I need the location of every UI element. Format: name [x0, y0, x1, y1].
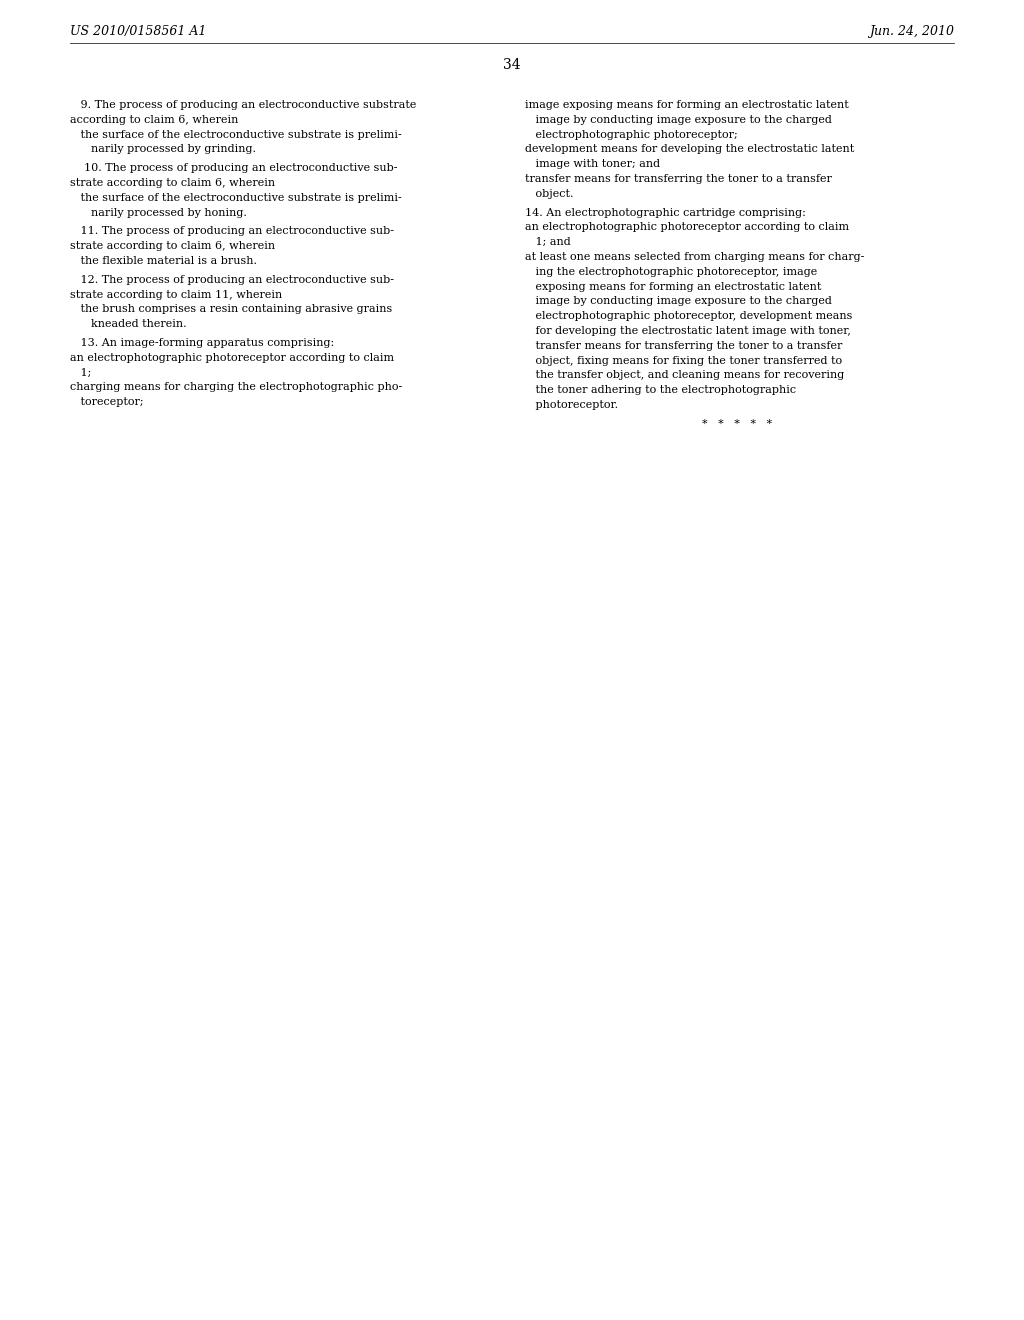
- Text: charging means for charging the electrophotographic pho-: charging means for charging the electrop…: [70, 383, 401, 392]
- Text: electrophotographic photoreceptor, development means: electrophotographic photoreceptor, devel…: [525, 312, 853, 321]
- Text: kneaded therein.: kneaded therein.: [70, 319, 186, 329]
- Text: ing the electrophotographic photoreceptor, image: ing the electrophotographic photorecepto…: [525, 267, 817, 277]
- Text: *   *   *   *   *: * * * * *: [702, 418, 772, 429]
- Text: image by conducting image exposure to the charged: image by conducting image exposure to th…: [525, 297, 833, 306]
- Text: image exposing means for forming an electrostatic latent: image exposing means for forming an elec…: [525, 100, 849, 110]
- Text: at least one means selected from charging means for charg-: at least one means selected from chargin…: [525, 252, 864, 261]
- Text: transfer means for transferring the toner to a transfer: transfer means for transferring the tone…: [525, 341, 843, 351]
- Text: object, fixing means for fixing the toner transferred to: object, fixing means for fixing the tone…: [525, 355, 843, 366]
- Text: 13. An image-forming apparatus comprising:: 13. An image-forming apparatus comprisin…: [70, 338, 334, 348]
- Text: the brush comprises a resin containing abrasive grains: the brush comprises a resin containing a…: [70, 305, 392, 314]
- Text: development means for developing the electrostatic latent: development means for developing the ele…: [525, 144, 855, 154]
- Text: 9. The process of producing an electroconductive substrate: 9. The process of producing an electroco…: [70, 100, 416, 110]
- Text: exposing means for forming an electrostatic latent: exposing means for forming an electrosta…: [525, 281, 821, 292]
- Text: electrophotographic photoreceptor;: electrophotographic photoreceptor;: [525, 129, 738, 140]
- Text: an electrophotographic photoreceptor according to claim: an electrophotographic photoreceptor acc…: [525, 222, 850, 232]
- Text: strate according to claim 11, wherein: strate according to claim 11, wherein: [70, 289, 282, 300]
- Text: strate according to claim 6, wherein: strate according to claim 6, wherein: [70, 178, 274, 187]
- Text: narily processed by honing.: narily processed by honing.: [70, 207, 247, 218]
- Text: according to claim 6, wherein: according to claim 6, wherein: [70, 115, 238, 125]
- Text: toreceptor;: toreceptor;: [70, 397, 143, 407]
- Text: Jun. 24, 2010: Jun. 24, 2010: [869, 25, 954, 38]
- Text: the toner adhering to the electrophotographic: the toner adhering to the electrophotogr…: [525, 385, 797, 395]
- Text: the flexible material is a brush.: the flexible material is a brush.: [70, 256, 257, 267]
- Text: the surface of the electroconductive substrate is prelimi-: the surface of the electroconductive sub…: [70, 129, 401, 140]
- Text: 12. The process of producing an electroconductive sub-: 12. The process of producing an electroc…: [70, 275, 393, 285]
- Text: 34: 34: [503, 58, 521, 73]
- Text: for developing the electrostatic latent image with toner,: for developing the electrostatic latent …: [525, 326, 851, 337]
- Text: object.: object.: [525, 189, 573, 199]
- Text: the surface of the electroconductive substrate is prelimi-: the surface of the electroconductive sub…: [70, 193, 401, 203]
- Text: an electrophotographic photoreceptor according to claim: an electrophotographic photoreceptor acc…: [70, 352, 394, 363]
- Text: narily processed by grinding.: narily processed by grinding.: [70, 144, 256, 154]
- Text: photoreceptor.: photoreceptor.: [525, 400, 618, 411]
- Text: image with toner; and: image with toner; and: [525, 160, 660, 169]
- Text: 11. The process of producing an electroconductive sub-: 11. The process of producing an electroc…: [70, 227, 393, 236]
- Text: 1; and: 1; and: [525, 238, 571, 247]
- Text: US 2010/0158561 A1: US 2010/0158561 A1: [70, 25, 206, 38]
- Text: 1;: 1;: [70, 367, 91, 378]
- Text: image by conducting image exposure to the charged: image by conducting image exposure to th…: [525, 115, 833, 125]
- Text: strate according to claim 6, wherein: strate according to claim 6, wherein: [70, 242, 274, 251]
- Text: transfer means for transferring the toner to a transfer: transfer means for transferring the tone…: [525, 174, 833, 183]
- Text: 14. An electrophotographic cartridge comprising:: 14. An electrophotographic cartridge com…: [525, 207, 806, 218]
- Text: the transfer object, and cleaning means for recovering: the transfer object, and cleaning means …: [525, 371, 845, 380]
- Text: 10. The process of producing an electroconductive sub-: 10. The process of producing an electroc…: [70, 164, 397, 173]
